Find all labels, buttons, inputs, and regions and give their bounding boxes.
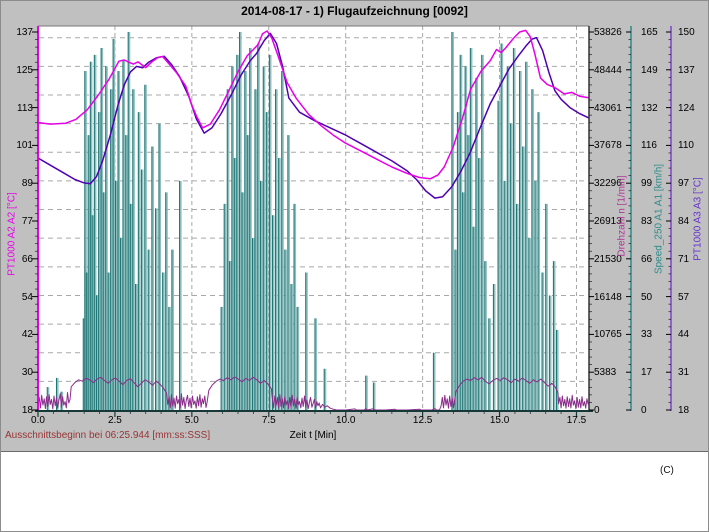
left-axis-tick-label: 18 xyxy=(21,405,33,416)
speed-spikes-light xyxy=(47,32,559,410)
left-axis-tick-label: 54 xyxy=(21,291,33,303)
rpm-axis-tick-label: 43061 xyxy=(594,102,622,114)
pt1000-a3-series xyxy=(37,32,590,199)
x-axis-tick-label: 2.5 xyxy=(107,415,122,426)
left-axis-tick-label: 30 xyxy=(21,367,33,379)
a3-axis-tick-label: 137 xyxy=(678,64,695,76)
rpm-axis-tick-label: 32296 xyxy=(594,178,622,190)
copyright-mark: (C) xyxy=(660,465,674,476)
x-axis-tick-label: 12.5 xyxy=(412,415,433,426)
chart-panel: 2014-08-17 - 1) Flugaufzeichnung [0092] … xyxy=(1,1,708,452)
a3-axis-tick-label: 57 xyxy=(678,291,690,303)
drehzahl-n-series xyxy=(37,376,589,411)
x-axis-tick-label: 17.5 xyxy=(566,415,587,426)
rpm-axis-tick-label: 37678 xyxy=(594,140,622,152)
left-axis-tick-label: 101 xyxy=(16,140,33,152)
a3-axis-tick-label: 31 xyxy=(678,367,690,379)
x-axis-tick-label: 7.5 xyxy=(261,415,276,426)
rpm-axis-tick-label: 10765 xyxy=(594,329,622,341)
a3-axis-tick-label: 150 xyxy=(678,27,695,38)
speed-axis-tick-label: 33 xyxy=(641,329,653,341)
a3-axis-tick-label: 71 xyxy=(678,253,690,265)
x-axis-tick-label: 15.0 xyxy=(489,415,510,426)
rpm-axis-tick-label: 5383 xyxy=(594,367,617,379)
excerpt-start-note: Ausschnittsbeginn bei 06:25.944 [mm:ss:S… xyxy=(5,430,211,441)
speed-spikes-dark xyxy=(46,32,557,410)
left-axis-tick-label: 89 xyxy=(21,178,33,190)
a3-axis-tick-label: 124 xyxy=(678,102,695,114)
speed-axis-tick-label: 66 xyxy=(641,253,653,265)
a3-axis-tick-label: 18 xyxy=(678,405,690,416)
chart-title: 2014-08-17 - 1) Flugaufzeichnung [0092] xyxy=(241,4,468,18)
y-axis-label-speed: Speed_250 A1 A1 [km/h] xyxy=(653,163,665,275)
speed-axis-tick-label: 99 xyxy=(641,178,653,190)
a3-axis-tick-label: 84 xyxy=(678,216,690,227)
speed-axis-tick-label: 116 xyxy=(641,140,657,152)
x-axis-tick-label: 0.0 xyxy=(31,415,45,426)
x-axis-tick-label: 5.0 xyxy=(184,415,199,426)
left-axis-tick-label: 137 xyxy=(16,27,33,38)
left-axis-tick-label: 113 xyxy=(17,102,33,114)
rpm-axis-tick-label: 0 xyxy=(594,405,600,416)
pt1000-a2-series xyxy=(37,29,589,180)
rpm-axis-tick-label: 21530 xyxy=(594,253,622,265)
left-axis-tick-label: 42 xyxy=(21,329,33,341)
speed-axis-tick-label: 17 xyxy=(641,367,653,379)
rpm-axis-tick-label: 48444 xyxy=(594,64,622,76)
speed-axis-tick-label: 83 xyxy=(641,216,653,227)
left-axis-tick-label: 66 xyxy=(21,253,33,265)
left-axis-tick-label: 77 xyxy=(21,216,33,227)
x-axis-tick-label: 10.0 xyxy=(335,415,356,426)
plot-borders xyxy=(35,25,672,412)
rpm-axis-tick-label: 53826 xyxy=(594,27,622,38)
footer-logo-area: FLUGZEUG- MODELLBAU MANUFAKTUR xyxy=(1,453,708,531)
speed-axis-tick-label: 149 xyxy=(641,64,658,76)
rpm-axis-tick-label: 26913 xyxy=(594,216,622,227)
rpm-axis-tick-label: 16148 xyxy=(594,291,622,303)
a3-axis-tick-label: 97 xyxy=(678,178,690,190)
speed-axis-tick-label: 132 xyxy=(641,102,658,114)
speed-axis-tick-label: 50 xyxy=(641,291,653,303)
speed-axis-tick-label: 165 xyxy=(641,27,658,38)
y-axis-label-drehzahl: Drehzahl n [1/min] xyxy=(616,175,628,257)
axis-ticks xyxy=(32,31,671,417)
y-axis-label-pt1000-a3: PT1000 A3 A3 [°C] xyxy=(692,177,704,261)
x-axis-label: Zeit t [Min] xyxy=(289,430,337,441)
speed-axis-tick-label: 0 xyxy=(641,405,647,416)
plot-canvas[interactable] xyxy=(1,1,708,452)
y-axis-label-pt1000-a2: PT1000 A2 A2 [°C] xyxy=(6,192,18,276)
a3-axis-tick-label: 44 xyxy=(678,329,690,341)
a3-axis-tick-label: 110 xyxy=(678,140,694,152)
left-axis-tick-label: 125 xyxy=(16,64,33,76)
